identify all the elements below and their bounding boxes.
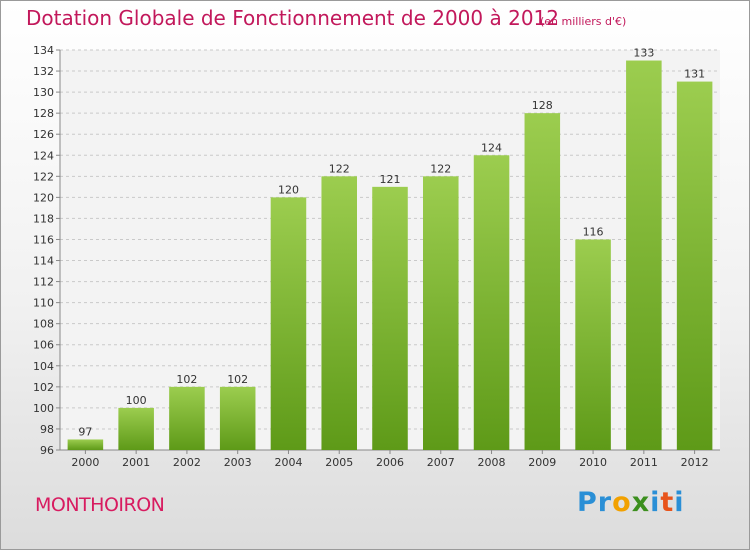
bar-2000: [67, 439, 104, 450]
y-tick-label: 104: [33, 360, 54, 373]
logo-letter: i: [650, 487, 661, 518]
x-tick-label-2001: 2001: [122, 456, 150, 469]
chart-title: Dotation Globale de Fonctionnement de 20…: [26, 6, 559, 30]
bar-2008: [473, 155, 510, 450]
data-label-2011: 133: [633, 47, 654, 60]
bar-2012: [676, 81, 713, 450]
data-label-2002: 102: [176, 373, 197, 386]
bar-2009: [524, 113, 561, 450]
data-label-2007: 122: [430, 162, 451, 175]
data-label-2008: 124: [481, 141, 502, 154]
logo-letter: x: [631, 487, 651, 518]
logo-letter: o: [612, 487, 632, 518]
data-label-2006: 121: [380, 173, 401, 186]
bar-2003: [219, 386, 256, 450]
logo-letter: P: [577, 487, 598, 518]
x-tick-label-2008: 2008: [478, 456, 506, 469]
y-tick-label: 130: [33, 86, 54, 99]
data-label-2012: 131: [684, 68, 705, 81]
x-tick-label-2009: 2009: [528, 456, 556, 469]
bar-2002: [169, 386, 205, 450]
bar-2010: [575, 239, 611, 450]
y-tick-label: 98: [40, 423, 54, 436]
x-tick-label-2006: 2006: [376, 456, 404, 469]
x-tick-label-2012: 2012: [681, 456, 709, 469]
data-label-2001: 100: [126, 394, 147, 407]
bar-2011: [626, 60, 662, 451]
data-label-2009: 128: [532, 99, 553, 112]
chart-subtitle: (en milliers d'€): [540, 15, 627, 28]
data-label-2000: 97: [78, 425, 92, 438]
y-tick-label: 122: [33, 170, 54, 183]
y-tick-label: 106: [33, 339, 54, 352]
y-tick-label: 118: [33, 212, 54, 225]
bar-2006: [372, 186, 408, 450]
x-tick-label-2002: 2002: [173, 456, 201, 469]
proxiti-logo[interactable]: Proxiti: [577, 487, 685, 518]
bar-2005: [321, 176, 357, 450]
y-tick-label: 132: [33, 65, 54, 78]
logo-letter: i: [674, 487, 685, 518]
data-label-2003: 102: [227, 373, 248, 386]
y-tick-label: 96: [40, 444, 54, 457]
bar-2004: [270, 197, 307, 450]
y-tick-label: 124: [33, 149, 54, 162]
bar-2007: [423, 176, 459, 450]
y-tick-label: 114: [33, 255, 54, 268]
logo-letter: t: [660, 487, 675, 518]
data-label-2010: 116: [583, 225, 604, 238]
y-tick-label: 108: [33, 318, 54, 331]
y-tick-label: 120: [33, 191, 54, 204]
y-tick-label: 116: [33, 233, 54, 246]
y-tick-label: 100: [33, 402, 54, 415]
y-tick-label: 110: [33, 297, 54, 310]
x-tick-label-2005: 2005: [325, 456, 353, 469]
x-tick-label-2007: 2007: [427, 456, 455, 469]
x-tick-label-2011: 2011: [630, 456, 658, 469]
y-tick-label: 112: [33, 276, 54, 289]
y-tick-label: 128: [33, 107, 54, 120]
y-tick-label: 102: [33, 381, 54, 394]
commune-name: MONTHOIRON: [35, 494, 165, 516]
y-tick-label: 134: [33, 44, 54, 57]
logo-letter: r: [597, 487, 613, 518]
x-tick-label-2003: 2003: [224, 456, 252, 469]
bar-2001: [118, 407, 154, 450]
y-tick-label: 126: [33, 128, 54, 141]
data-label-2005: 122: [329, 162, 350, 175]
data-label-2004: 120: [278, 183, 299, 196]
x-tick-label-2010: 2010: [579, 456, 607, 469]
x-tick-label-2000: 2000: [71, 456, 99, 469]
x-tick-label-2004: 2004: [274, 456, 302, 469]
